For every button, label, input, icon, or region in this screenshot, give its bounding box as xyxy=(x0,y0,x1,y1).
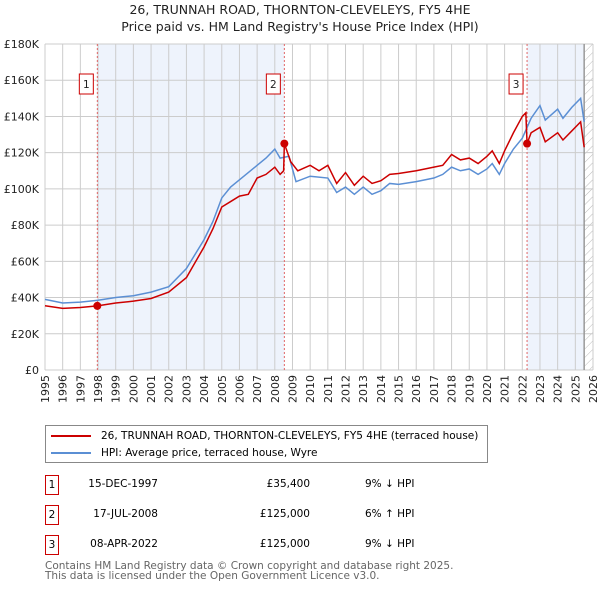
x-tick-label: 2011 xyxy=(322,375,335,403)
x-tick-label: 2007 xyxy=(251,375,264,403)
sale-number-badge: 3 xyxy=(45,535,59,555)
x-tick-label: 2024 xyxy=(552,375,565,403)
y-tick-label: £60K xyxy=(11,255,40,268)
x-tick-label: 2023 xyxy=(534,375,547,403)
forecast-hatch xyxy=(584,44,593,370)
x-tick-label: 2022 xyxy=(516,375,529,403)
sale-label-box xyxy=(508,73,524,95)
shaded-range xyxy=(97,44,285,370)
legend-label: HPI: Average price, terraced house, Wyre xyxy=(101,447,318,459)
x-tick-label: 2001 xyxy=(145,375,158,403)
sale-date: 17-JUL-2008 xyxy=(93,508,158,520)
y-tick-label: £180K xyxy=(4,38,40,51)
x-tick-label: 2005 xyxy=(216,375,229,403)
x-tick-label: 1997 xyxy=(74,375,87,403)
sale-row: 1 15-DEC-1997 £35,400 9% ↓ HPI xyxy=(45,475,465,495)
sale-date: 08-APR-2022 xyxy=(90,538,158,550)
x-tick-label: 2013 xyxy=(357,375,370,403)
sale-label: 3 xyxy=(513,79,520,91)
sale-hpi-diff: 6% ↑ HPI xyxy=(365,508,415,520)
legend-item-hpi: HPI: Average price, terraced house, Wyre xyxy=(51,445,317,461)
x-tick-label: 2010 xyxy=(304,375,317,403)
x-tick-label: 1995 xyxy=(39,375,52,403)
x-tick-label: 1996 xyxy=(57,375,70,403)
sale-price: £35,400 xyxy=(266,478,310,490)
sale-price: £125,000 xyxy=(259,538,310,550)
sale-date: 15-DEC-1997 xyxy=(88,478,158,490)
sale-row: 3 08-APR-2022 £125,000 9% ↓ HPI xyxy=(45,535,465,555)
legend: 26, TRUNNAH ROAD, THORNTON-CLEVELEYS, FY… xyxy=(45,425,488,463)
x-tick-label: 2019 xyxy=(463,375,476,403)
sale-price: £125,000 xyxy=(259,508,310,520)
y-tick-label: £120K xyxy=(4,147,40,160)
sale-row: 2 17-JUL-2008 £125,000 6% ↑ HPI xyxy=(45,505,465,525)
legend-item-property: 26, TRUNNAH ROAD, THORNTON-CLEVELEYS, FY… xyxy=(51,428,478,444)
y-tick-label: £160K xyxy=(4,74,40,87)
x-tick-label: 2014 xyxy=(375,375,388,403)
x-tick-label: 1999 xyxy=(110,375,123,403)
sale-number-badge: 1 xyxy=(45,475,59,495)
x-tick-label: 2006 xyxy=(233,375,246,403)
x-tick-label: 2021 xyxy=(499,375,512,403)
sale-label-box xyxy=(265,73,281,95)
y-tick-label: £20K xyxy=(11,328,40,341)
shaded-range xyxy=(527,44,585,370)
sale-point xyxy=(523,139,532,148)
plot-area: 1995 1996 1997 1998 1999 2000 2001 2002 2003 2004… xyxy=(4,38,600,403)
sale-hpi-diff: 9% ↓ HPI xyxy=(365,538,415,550)
property-price-line xyxy=(44,111,585,310)
x-tick-label: 2008 xyxy=(269,375,282,403)
legend-swatch xyxy=(51,452,91,454)
x-tick-label: 2000 xyxy=(127,375,140,403)
x-tick-label: 2015 xyxy=(393,375,406,403)
sale-number-badge: 2 xyxy=(45,505,59,525)
x-tick-label: 2002 xyxy=(163,375,176,403)
x-tick-label: 2004 xyxy=(198,375,211,403)
hpi-line xyxy=(44,96,585,304)
y-tick-label: £100K xyxy=(4,183,40,196)
sale-hpi-diff: 9% ↓ HPI xyxy=(365,478,415,490)
x-tick-label: 2003 xyxy=(180,375,193,403)
sale-point xyxy=(280,139,289,148)
footer-licence: This data is licensed under the Open Gov… xyxy=(45,570,380,582)
x-tick-label: 1998 xyxy=(92,375,105,403)
sale-label: 1 xyxy=(83,79,90,91)
y-tick-label: £80K xyxy=(11,219,40,232)
x-tick-label: 2025 xyxy=(569,375,582,403)
y-tick-label: £0 xyxy=(25,364,39,377)
x-tick-label: 2016 xyxy=(410,375,423,403)
x-tick-label: 2012 xyxy=(340,375,353,403)
chart-subtitle: Price paid vs. HM Land Registry's House … xyxy=(121,19,479,34)
sale-point xyxy=(93,301,102,310)
sale-label: 2 xyxy=(270,79,277,91)
chart-title: 26, TRUNNAH ROAD, THORNTON-CLEVELEYS, FY… xyxy=(129,2,471,17)
x-tick-label: 2017 xyxy=(428,375,441,403)
y-tick-label: £140K xyxy=(4,110,40,123)
legend-swatch xyxy=(51,435,91,437)
x-tick-label: 2026 xyxy=(587,375,600,403)
x-tick-label: 2018 xyxy=(446,375,459,403)
x-tick-label: 2020 xyxy=(481,375,494,403)
legend-label: 26, TRUNNAH ROAD, THORNTON-CLEVELEYS, FY… xyxy=(101,430,479,442)
sale-label-box xyxy=(78,73,94,95)
footer-copyright: Contains HM Land Registry data © Crown c… xyxy=(45,560,454,572)
x-tick-label: 2009 xyxy=(286,375,299,403)
y-tick-label: £40K xyxy=(11,292,40,305)
